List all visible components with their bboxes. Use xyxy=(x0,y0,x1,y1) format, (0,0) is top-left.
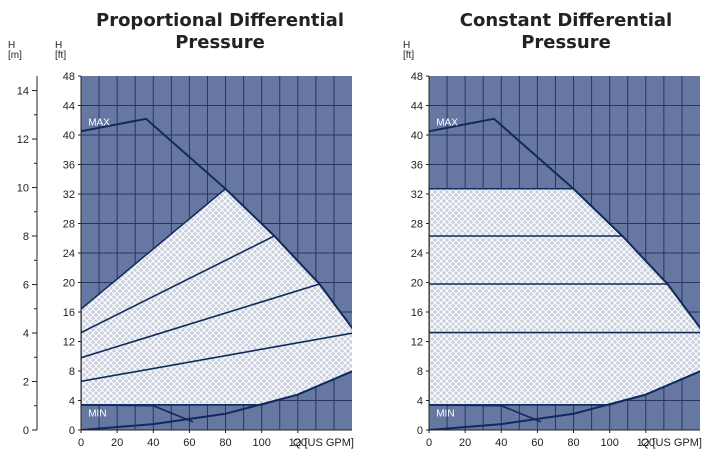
plot-content xyxy=(81,117,352,430)
metric-tick-label: 4 xyxy=(23,328,29,340)
plot-content xyxy=(429,117,700,430)
y-axis-unit-label: H xyxy=(403,40,410,51)
lower-bound-curve xyxy=(81,370,352,430)
y-tick-label: 40 xyxy=(63,130,75,142)
y-axis-unit-label: [ft] xyxy=(55,50,66,61)
y-tick-label: 44 xyxy=(411,101,423,113)
metric-tick-label: 10 xyxy=(17,183,29,195)
metric-tick-label: 6 xyxy=(23,280,29,292)
x-tick-label: 40 xyxy=(147,437,159,449)
x-tick-label: 60 xyxy=(531,437,543,449)
metric-tick-label: 2 xyxy=(23,377,29,389)
metric-tick-label: 12 xyxy=(17,134,29,146)
x-tick-label: 100 xyxy=(252,437,270,449)
min-label: MIN xyxy=(88,409,106,420)
setting-line xyxy=(81,235,275,334)
metric-axis-unit-label: [m] xyxy=(8,50,22,61)
y-tick-label: 0 xyxy=(69,425,75,437)
x-tick-label: 20 xyxy=(111,437,123,449)
x-axis-label: Q [US GPM] xyxy=(641,437,702,449)
x-tick-label: 120 xyxy=(289,437,307,449)
y-tick-label: 28 xyxy=(63,219,75,231)
metric-axis-unit-label: H xyxy=(8,40,15,51)
max-curve xyxy=(81,117,352,330)
y-tick-label: 4 xyxy=(69,396,75,408)
x-tick-label: 40 xyxy=(495,437,507,449)
metric-tick-label: 0 xyxy=(23,425,29,437)
y-tick-label: 32 xyxy=(411,189,423,201)
setting-line xyxy=(81,283,320,359)
y-tick-label: 0 xyxy=(417,425,423,437)
y-tick-label: 20 xyxy=(63,278,75,290)
y-tick-label: 20 xyxy=(411,278,423,290)
x-tick-label: 120 xyxy=(637,437,655,449)
y-tick-label: 24 xyxy=(63,248,75,260)
y-axis-unit-label: [ft] xyxy=(403,50,414,61)
min-label: MIN xyxy=(436,409,454,420)
max-curve xyxy=(429,117,700,330)
lower-bound-curve xyxy=(429,370,700,430)
x-tick-label: 0 xyxy=(426,437,432,449)
y-tick-label: 44 xyxy=(63,101,75,113)
chart-title: Pressure xyxy=(521,32,611,53)
chart-title: Proportional Differential xyxy=(96,10,344,31)
metric-tick-label: 14 xyxy=(17,86,29,98)
setting-line xyxy=(81,332,352,383)
y-axis-unit-label: H xyxy=(55,40,62,51)
chart-title: Constant Differential xyxy=(460,10,672,31)
x-tick-label: 20 xyxy=(459,437,471,449)
x-axis-label: Q [US GPM] xyxy=(293,437,354,449)
metric-tick-label: 8 xyxy=(23,231,29,243)
y-tick-label: 36 xyxy=(411,160,423,172)
y-tick-label: 40 xyxy=(411,130,423,142)
x-tick-label: 100 xyxy=(600,437,618,449)
y-tick-label: 12 xyxy=(63,337,75,349)
y-tick-label: 28 xyxy=(411,219,423,231)
y-tick-label: 16 xyxy=(411,307,423,319)
min-curve xyxy=(429,404,542,423)
y-tick-label: 36 xyxy=(63,160,75,172)
x-tick-label: 80 xyxy=(219,437,231,449)
min-curve xyxy=(81,404,194,423)
max-label: MAX xyxy=(436,117,458,128)
y-tick-label: 48 xyxy=(411,71,423,83)
y-tick-label: 32 xyxy=(63,189,75,201)
max-label: MAX xyxy=(88,117,110,128)
chart-title: Pressure xyxy=(175,32,265,53)
x-tick-label: 80 xyxy=(567,437,579,449)
y-tick-label: 8 xyxy=(69,366,75,378)
y-tick-label: 24 xyxy=(411,248,423,260)
y-tick-label: 4 xyxy=(417,396,423,408)
chart-panel-2: Constant DifferentialPressureMAXMIN04812… xyxy=(403,10,702,449)
y-tick-label: 12 xyxy=(411,337,423,349)
x-tick-label: 60 xyxy=(183,437,195,449)
y-tick-label: 48 xyxy=(63,71,75,83)
y-tick-label: 16 xyxy=(63,307,75,319)
x-tick-label: 0 xyxy=(78,437,84,449)
y-tick-label: 8 xyxy=(417,366,423,378)
